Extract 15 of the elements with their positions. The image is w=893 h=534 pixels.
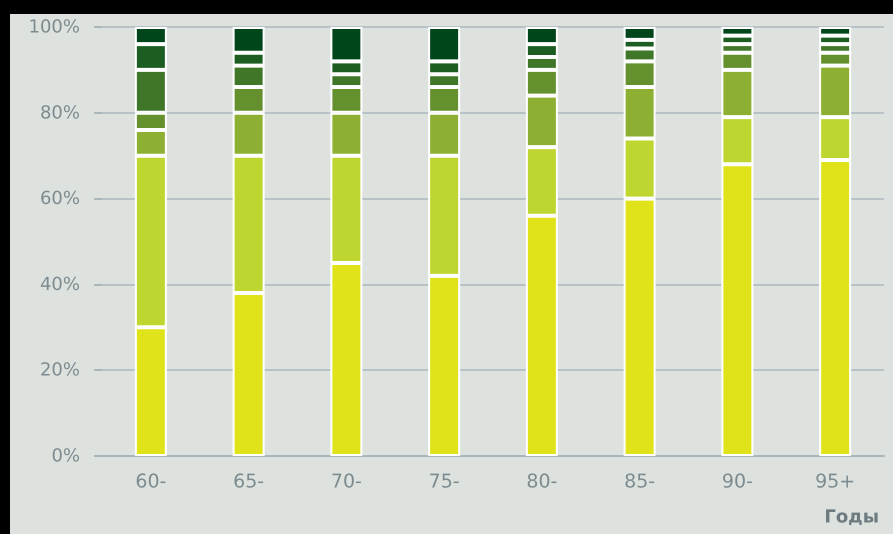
x-tick-label: 85- [624,470,656,492]
y-tick-label: 100% [28,16,80,38]
x-tick-label: 65- [233,470,264,492]
y-tick-label: 20% [40,360,80,381]
y-tick-label: 80% [40,102,80,124]
y-tick-label: 60% [40,188,80,210]
x-tick-label: 60- [135,470,166,492]
y-tick-label: 0% [51,446,80,466]
x-tick-label: 90- [722,470,753,492]
x-tick-label: 80- [526,470,558,492]
x-axis-title: Годы [824,506,880,528]
x-tick-label: 75- [428,470,460,492]
x-tick-label: 95+ [815,470,856,492]
x-tick-label: 70- [330,470,362,492]
y-tick-label: 40% [40,274,80,295]
